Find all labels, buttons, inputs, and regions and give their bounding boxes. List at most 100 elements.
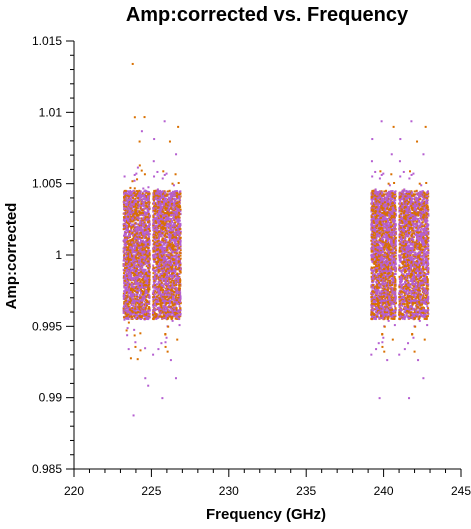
- data-point: [175, 204, 178, 207]
- data-point: [142, 220, 145, 223]
- data-point: [133, 200, 136, 203]
- data-point: [146, 300, 149, 303]
- data-point: [152, 256, 155, 259]
- data-point: [148, 203, 151, 206]
- data-point: [163, 198, 166, 201]
- data-point: [142, 236, 145, 239]
- data-point: [123, 269, 126, 272]
- data-point: [145, 254, 148, 257]
- data-point: [143, 224, 146, 227]
- data-point: [169, 241, 172, 244]
- data-point: [165, 193, 168, 196]
- data-point: [136, 206, 139, 209]
- data-point: [167, 289, 170, 292]
- data-point: [123, 218, 126, 221]
- data-point: [133, 266, 136, 269]
- data-point: [142, 217, 145, 220]
- data-point: [169, 305, 172, 308]
- data-point: [152, 269, 155, 272]
- data-point: [165, 240, 168, 243]
- data-point: [179, 249, 182, 252]
- data-point: [144, 251, 147, 254]
- data-point: [178, 270, 181, 273]
- data-point: [152, 268, 155, 271]
- data-point: [141, 212, 144, 215]
- data-point: [163, 302, 166, 305]
- data-point: [174, 260, 177, 263]
- data-point: [177, 125, 180, 128]
- data-point: [172, 268, 175, 271]
- data-point: [131, 283, 134, 286]
- data-point: [132, 211, 135, 214]
- data-point: [171, 199, 174, 202]
- data-point: [177, 282, 180, 285]
- data-point: [141, 251, 144, 254]
- data-point: [167, 286, 170, 289]
- data-point: [126, 192, 129, 195]
- data-point: [137, 236, 140, 239]
- data-point: [168, 296, 171, 299]
- data-point: [148, 263, 151, 266]
- data-point: [135, 222, 138, 225]
- data-point: [131, 266, 134, 269]
- data-point: [147, 231, 150, 234]
- data-point: [136, 308, 139, 311]
- data-point: [155, 313, 158, 316]
- data-point: [129, 249, 132, 252]
- data-point: [164, 228, 167, 231]
- data-point: [172, 297, 175, 300]
- data-point: [170, 268, 173, 271]
- data-point: [154, 193, 157, 196]
- data-point: [154, 260, 157, 263]
- data-point: [144, 308, 147, 311]
- data-point: [158, 222, 161, 225]
- data-point: [127, 305, 130, 308]
- data-point: [164, 229, 167, 232]
- data-point: [133, 302, 136, 305]
- data-point: [132, 200, 135, 203]
- data-point: [157, 277, 160, 280]
- data-point: [164, 206, 167, 209]
- data-point: [153, 243, 156, 246]
- data-point: [177, 211, 180, 214]
- data-point: [143, 235, 146, 238]
- data-point: [177, 273, 180, 276]
- data-point: [127, 249, 130, 252]
- data-point: [134, 256, 137, 259]
- data-point: [156, 316, 159, 319]
- data-point: [176, 312, 179, 315]
- data-point: [168, 205, 171, 208]
- data-point: [126, 327, 129, 330]
- data-point: [138, 195, 141, 198]
- data-point: [177, 278, 180, 281]
- data-point: [175, 262, 178, 265]
- data-point: [166, 270, 169, 273]
- data-point: [166, 267, 169, 270]
- data-point: [157, 292, 160, 295]
- data-point: [143, 285, 146, 288]
- data-point: [158, 287, 161, 290]
- data-point: [148, 297, 151, 300]
- data-point: [134, 307, 137, 310]
- data-point: [391, 316, 394, 319]
- data-point: [178, 204, 181, 207]
- data-point: [171, 236, 174, 239]
- data-point: [131, 307, 134, 310]
- data-point: [136, 204, 139, 207]
- data-point: [179, 308, 182, 311]
- data-point: [160, 304, 163, 307]
- data-point: [171, 298, 174, 301]
- data-point: [158, 286, 161, 289]
- data-point: [129, 218, 132, 221]
- data-point: [171, 254, 174, 257]
- data-point: [126, 199, 129, 202]
- data-point: [132, 215, 135, 218]
- data-point: [122, 239, 125, 242]
- data-point: [123, 258, 126, 261]
- data-point: [140, 300, 143, 303]
- data-point: [167, 246, 170, 249]
- data-point: [174, 317, 177, 320]
- data-point: [143, 241, 146, 244]
- data-point: [139, 231, 142, 234]
- data-point: [166, 210, 169, 213]
